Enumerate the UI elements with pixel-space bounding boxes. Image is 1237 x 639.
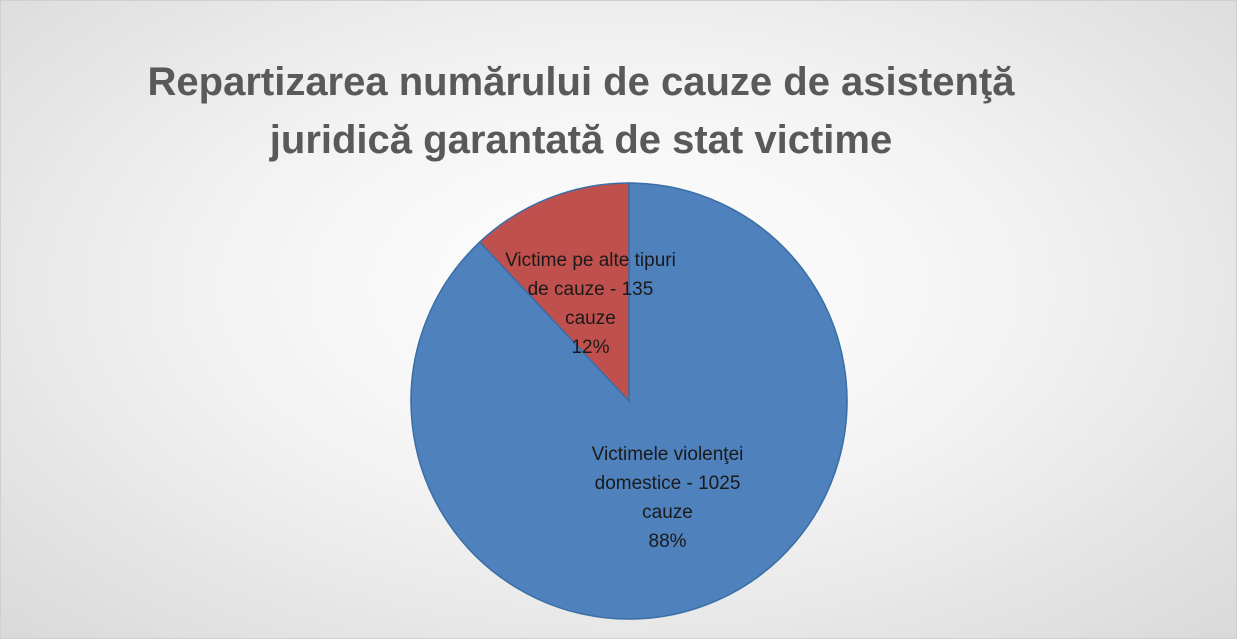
value-label: 12% xyxy=(571,336,610,358)
value-label: 88% xyxy=(648,531,687,553)
pie-slice xyxy=(478,182,630,403)
category-label: Victimele violenţei domestice - 1025 cau… xyxy=(591,444,744,524)
slice-label: Victimele violenţei domestice - 1025 cau… xyxy=(580,440,755,556)
slice-label: Victime pe alte tipuri de cauze - 135 ca… xyxy=(503,246,678,362)
category-label: Victime pe alte tipuri de cauze - 135 ca… xyxy=(505,249,676,329)
chart-title: Repartizarea numărului de cauze de asist… xyxy=(147,60,1015,162)
